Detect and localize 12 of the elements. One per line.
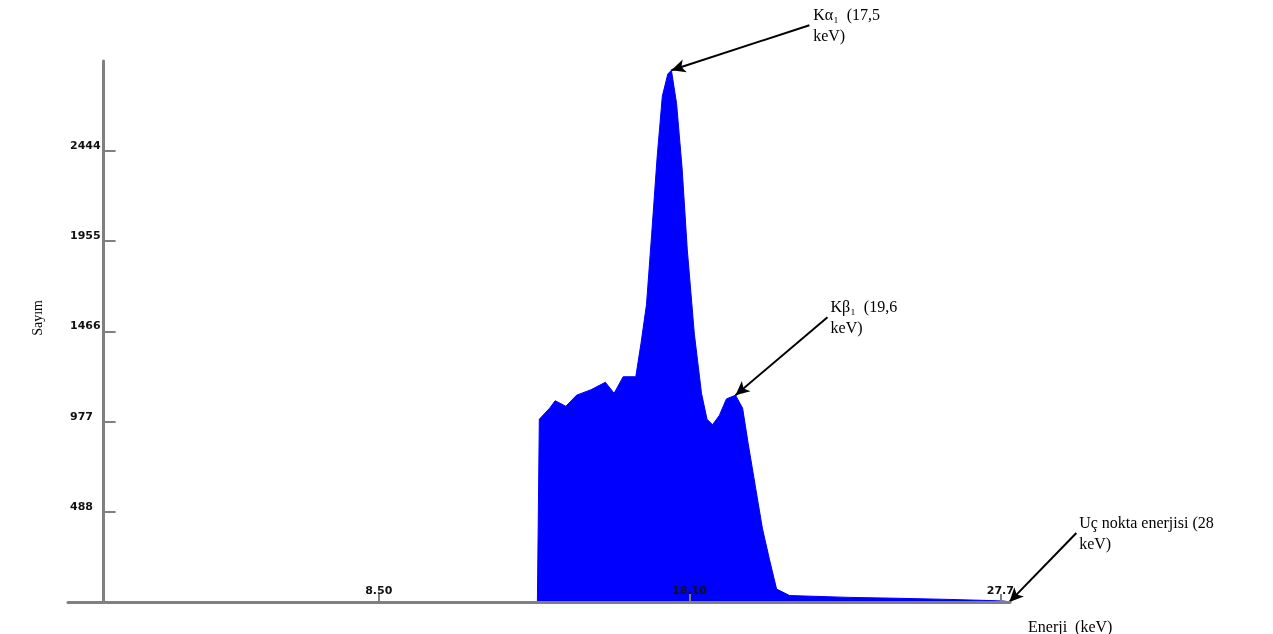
x-tick-label: 18.10 [672,584,708,597]
x-tick-label: 27.7 [986,584,1014,597]
annotation: Kβ₁ (19,6 keV) [830,298,902,338]
y-tick-label: 1955 [70,229,101,243]
y-tick-label: 2444 [70,138,101,152]
y-tick-label: 1466 [70,319,101,333]
y-tick-label: 977 [70,409,93,423]
x-tick-label: 8.50 [365,584,393,597]
y-axis-title: Sayım [29,299,45,336]
annotation: Kα₁ (17,5 keV) [813,6,885,46]
annotation: Uç nokta enerjisi (28 keV) [1079,514,1218,553]
y-tick-label: 488 [70,499,93,513]
